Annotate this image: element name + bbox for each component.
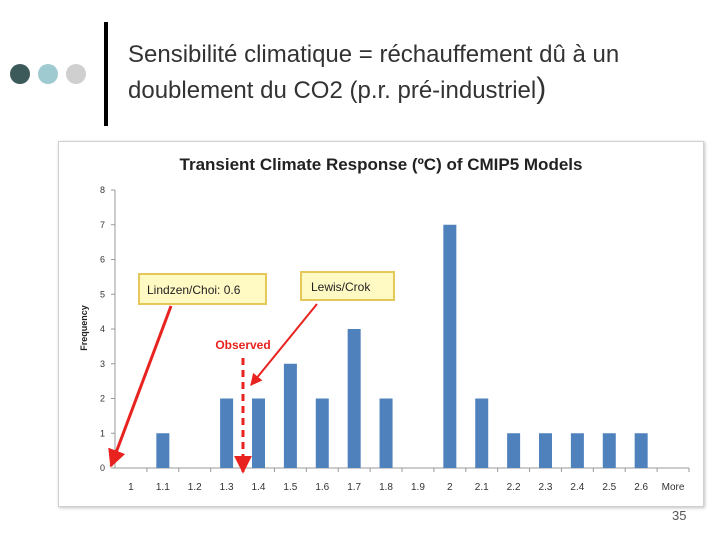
y-tick-label: 7 — [100, 220, 105, 230]
x-tick-label: 1.8 — [379, 482, 393, 493]
slide-title-paren: ) — [536, 72, 547, 105]
x-tick-label: 1.5 — [283, 482, 297, 493]
tcr-histogram: Transient Climate Response (ºC) of CMIP5… — [79, 155, 690, 493]
chart-title: Transient Climate Response (ºC) of CMIP5… — [180, 155, 583, 174]
callout-lindzen-choi: Lindzen/Choi: 0.6 — [138, 273, 267, 305]
y-tick-label: 6 — [100, 255, 105, 265]
y-tick-label: 4 — [100, 324, 105, 334]
y-tick-label: 0 — [100, 463, 105, 473]
bar — [220, 398, 234, 468]
x-tick-label: 2 — [447, 482, 453, 493]
x-tick-label: 1.4 — [252, 482, 266, 493]
dot-3 — [66, 64, 86, 84]
slide-title-text: Sensibilité climatique = réchauffement d… — [128, 41, 620, 104]
slide-title: Sensibilité climatique = réchauffement d… — [128, 38, 718, 108]
x-tick-label: 2.1 — [475, 482, 489, 493]
y-tick-label: 1 — [100, 428, 105, 438]
x-tick-label: 2.2 — [507, 482, 521, 493]
decorative-dots — [10, 64, 86, 84]
x-tick-label: 2.6 — [634, 482, 648, 493]
dot-1 — [10, 64, 30, 84]
arrow-lindzen — [108, 305, 173, 468]
x-tick-label: More — [662, 482, 685, 493]
bar — [443, 224, 457, 468]
page-number: 35 — [672, 508, 687, 523]
bar — [379, 398, 393, 468]
y-axis-label: Frequency — [79, 305, 89, 351]
arrow-lewis — [250, 303, 318, 386]
bar — [347, 329, 361, 468]
chart-frame: Transient Climate Response (ºC) of CMIP5… — [58, 141, 704, 507]
title-divider — [104, 22, 108, 126]
callout-lindzen-text: Lindzen/Choi: 0.6 — [147, 283, 241, 297]
bar — [283, 363, 297, 468]
x-tick-label: 1.9 — [411, 482, 425, 493]
y-tick-label: 8 — [100, 185, 105, 195]
x-tick-label: 1.2 — [188, 482, 202, 493]
bar — [156, 433, 170, 468]
bar — [507, 433, 521, 468]
x-tick-label: 1.7 — [347, 482, 361, 493]
dot-2 — [38, 64, 58, 84]
x-tick-label: 2.4 — [570, 482, 584, 493]
x-tick-label: 1 — [128, 482, 134, 493]
axes — [111, 189, 690, 472]
callout-lewis-text: Lewis/Crok — [311, 280, 371, 294]
bar — [634, 433, 648, 468]
y-tick-label: 2 — [100, 394, 105, 404]
bar — [252, 398, 265, 468]
bars — [156, 224, 648, 468]
y-tick-label: 3 — [100, 359, 105, 369]
bar — [602, 433, 616, 468]
observed-label: Observed — [215, 338, 270, 352]
callout-lindzen-box — [138, 273, 267, 305]
bar — [315, 398, 329, 468]
y-tick-label: 5 — [100, 289, 105, 299]
x-tick-label: 2.5 — [602, 482, 616, 493]
x-tick-label: 2.3 — [539, 482, 553, 493]
bar — [570, 433, 584, 468]
callout-lewis-box — [300, 271, 395, 301]
callout-lewis-crok: Lewis/Crok — [300, 271, 395, 301]
bar — [475, 398, 489, 468]
x-tick-label: 1.6 — [315, 482, 329, 493]
tick-labels: 0 1 2 3 4 5 6 7 8 1 1.1 1.2 1.3 1.4 1.5 1.6 1.7 1.8 1.9 2 2.… — [100, 185, 685, 493]
x-tick-label: 1.1 — [156, 482, 170, 493]
bar — [539, 433, 552, 468]
x-tick-label: 1.3 — [220, 482, 234, 493]
